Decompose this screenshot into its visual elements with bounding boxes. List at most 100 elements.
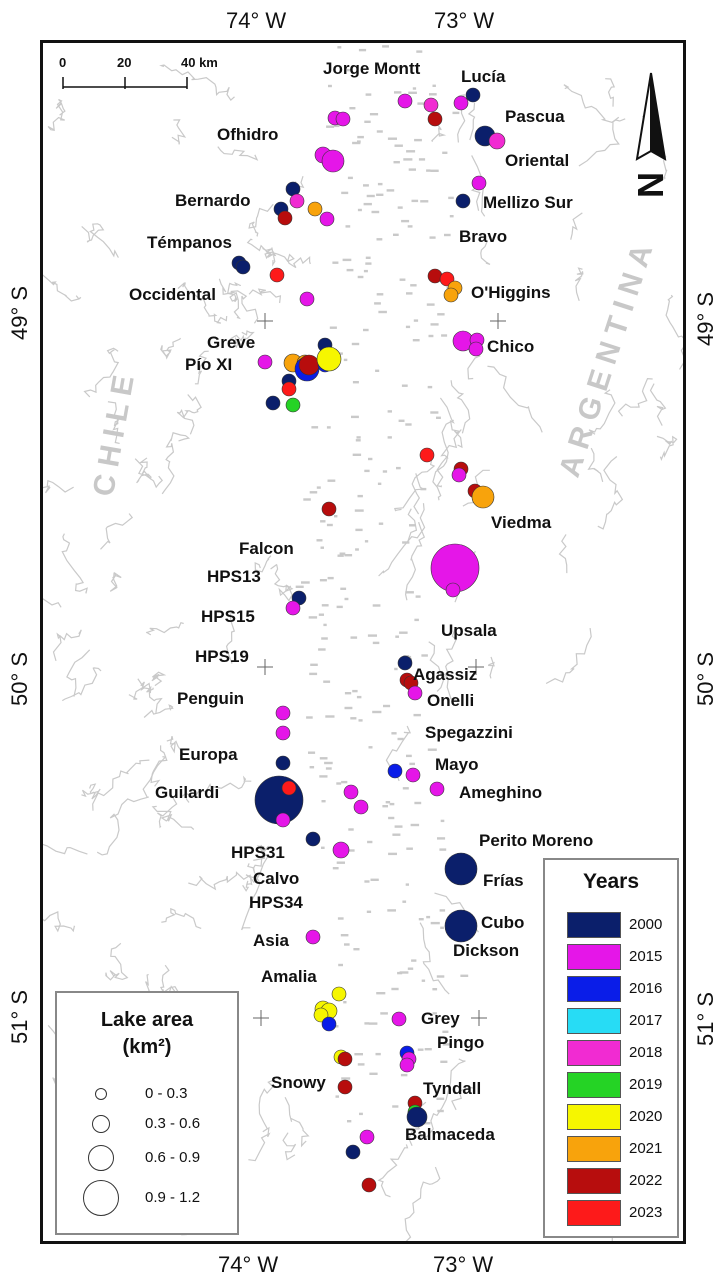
ice-fragment	[411, 959, 417, 962]
ice-fragment	[436, 1097, 445, 1100]
ice-fragment	[416, 50, 423, 53]
coastline-path	[248, 1079, 275, 1162]
ice-fragment	[420, 487, 427, 491]
glacier-label-tyndall: Tyndall	[423, 1079, 482, 1098]
glacier-label-pascua: Pascua	[505, 107, 565, 126]
ice-fragment	[442, 1043, 452, 1046]
lake-marker-2022	[298, 354, 320, 376]
ice-fragment	[418, 158, 426, 161]
ice-fragment	[382, 470, 388, 473]
coastline-path	[171, 119, 187, 145]
ice-fragment	[380, 1012, 388, 1015]
ice-fragment	[399, 971, 409, 974]
north-arrow-icon: N	[630, 69, 671, 209]
coastline-path	[43, 843, 88, 855]
glacier-label-upsala: Upsala	[441, 621, 497, 640]
coastline-path	[43, 274, 82, 302]
ice-fragment	[363, 184, 369, 187]
coastline-path	[145, 621, 184, 636]
ice-fragment	[320, 546, 325, 549]
lake-marker-2015	[451, 467, 467, 483]
ice-fragment	[430, 323, 439, 326]
ice-fragment	[388, 852, 398, 856]
legend-lake-area: Lake area (km²) 0 - 0.3 0.3 - 0.6 0.6 - 0.…	[55, 991, 239, 1235]
glacier-label-europa: Europa	[179, 745, 238, 764]
ice-fragment	[424, 1047, 432, 1051]
ice-fragment	[337, 46, 342, 49]
legend-area-circle	[83, 1180, 119, 1216]
ice-fragment	[343, 358, 348, 362]
coastline-path	[176, 394, 202, 435]
lake-marker-2015	[405, 767, 421, 783]
ice-fragment	[405, 325, 411, 329]
ice-fragment	[368, 1022, 378, 1025]
ice-fragment	[406, 150, 416, 153]
coastline-path	[378, 503, 426, 577]
ice-fragment	[328, 84, 332, 88]
coastline-path	[61, 667, 102, 702]
glacier-label-penguin: Penguin	[177, 689, 245, 708]
lake-marker-2015	[453, 95, 469, 111]
legend-area-circle	[88, 1145, 114, 1171]
glacier-label-chico: Chico	[487, 337, 535, 356]
ice-fragment	[444, 233, 451, 237]
ice-fragment	[378, 522, 384, 525]
lake-marker-2015	[285, 600, 301, 616]
ice-fragment	[321, 637, 328, 640]
ice-fragment	[306, 716, 313, 719]
glacier-label-ameghino: Ameghino	[459, 783, 543, 802]
ice-fragment	[414, 801, 422, 805]
ice-fragment	[402, 541, 410, 544]
coastline-path	[393, 473, 426, 512]
ice-fragment	[406, 754, 412, 758]
ice-fragment	[357, 140, 361, 143]
ice-fragment	[410, 823, 420, 827]
legend-year-label: 2023	[629, 1204, 663, 1221]
ice-fragment	[365, 93, 372, 96]
coastline-path	[254, 555, 272, 573]
ice-fragment	[417, 1048, 424, 1051]
coastline-path	[404, 1166, 441, 1241]
glacier-label-greve: Greve	[207, 333, 256, 352]
coastline-path	[404, 521, 426, 601]
coastline-path	[218, 278, 259, 324]
ice-fragment	[405, 591, 414, 594]
lake-marker-2022	[337, 1079, 353, 1095]
ice-fragment	[436, 416, 441, 420]
ice-fragment	[308, 751, 316, 754]
ice-fragment	[325, 767, 332, 770]
ice-fragment	[440, 819, 445, 823]
ice-fragment	[364, 120, 371, 123]
ice-fragment	[426, 169, 431, 172]
ice-fragment	[376, 193, 384, 196]
ice-fragment	[309, 765, 315, 769]
ice-fragment	[396, 466, 401, 470]
ice-fragment	[366, 194, 375, 198]
lake-marker-2022	[427, 111, 443, 127]
ice-fragment	[401, 384, 408, 387]
ice-fragment	[387, 137, 398, 140]
legend-area-title-line2: (km²)	[122, 1036, 172, 1058]
glacier-label-tempanos: Témpanos	[147, 233, 233, 252]
coastline-path	[436, 627, 459, 692]
ice-fragment	[367, 634, 378, 637]
coastline-path	[52, 629, 82, 662]
ice-fragment	[319, 775, 328, 778]
coastline-path	[436, 429, 462, 488]
ice-fragment	[311, 426, 319, 429]
lat-label-right-49: 49° S	[693, 291, 718, 347]
ice-fragment	[340, 587, 347, 591]
glacier-label-agassiz: Agassiz	[413, 665, 478, 684]
ice-fragment	[430, 169, 439, 172]
lake-marker-2015	[257, 354, 273, 370]
ice-fragment	[326, 426, 331, 429]
coastline-path	[282, 1132, 297, 1161]
coastline-path	[43, 910, 76, 933]
legend-swatch	[567, 1200, 621, 1226]
ice-fragment	[336, 782, 342, 785]
lake-marker-2015	[319, 211, 335, 227]
ice-fragment	[460, 974, 469, 978]
ice-fragment	[364, 1022, 370, 1025]
ice-fragment	[398, 419, 405, 423]
ice-fragment	[387, 436, 392, 439]
